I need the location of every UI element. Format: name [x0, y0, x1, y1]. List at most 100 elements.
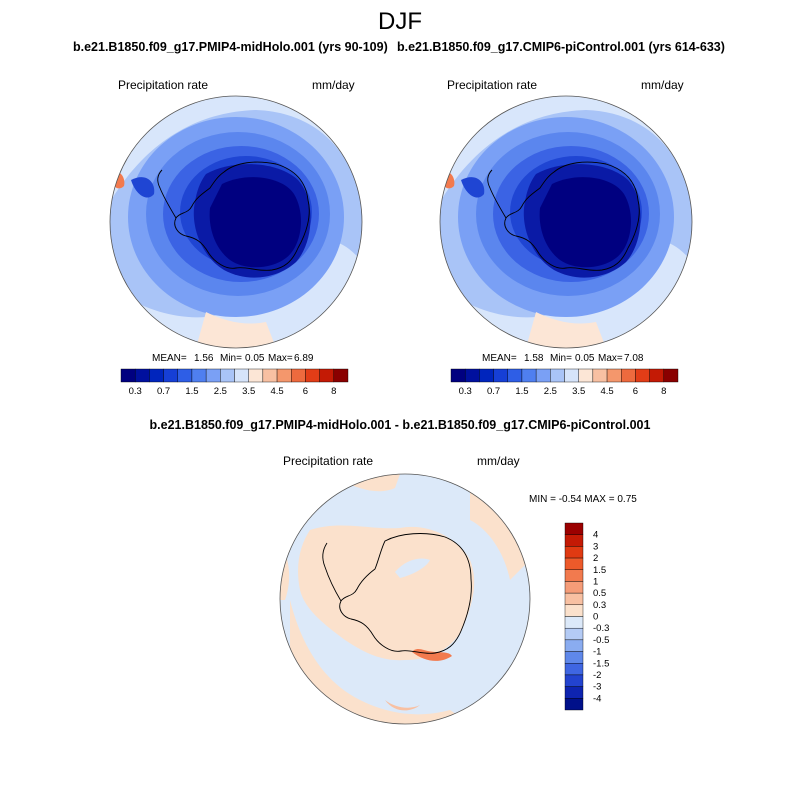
- colorbar-diff-swatch: [564, 663, 584, 676]
- colorbar-diff-tick-label: -0.5: [593, 635, 609, 646]
- panel-1-min: 0.05: [245, 353, 265, 364]
- colorbar-diff-tick-label: 2: [593, 553, 598, 564]
- panel-2-title: b.e21.B1850.f09_g17.CMIP6-piControl.001 …: [397, 40, 725, 54]
- colorbar-diff-swatch: [564, 569, 584, 582]
- panel-1-min-label: Min=: [220, 353, 242, 364]
- colorbar-1-tick-label: 4.5: [270, 386, 283, 397]
- panel-2-mean: 1.58: [524, 353, 544, 364]
- colorbar-2-swatch: [479, 368, 494, 383]
- colorbar-diff-tick-label: 0.3: [593, 600, 606, 611]
- colorbar-2-tick-label: 4.5: [600, 386, 613, 397]
- colorbar-diff-swatch: [564, 627, 584, 641]
- colorbar-2-tick-label: 3.5: [572, 386, 585, 397]
- colorbar-1-swatch: [248, 368, 264, 383]
- colorbar-diff-swatch: [564, 546, 584, 559]
- panel-1-units: mm/day: [312, 78, 355, 92]
- colorbar-1-swatch: [205, 368, 221, 383]
- panel-2-units: mm/day: [641, 78, 684, 92]
- colorbar-1-swatch: [120, 368, 136, 383]
- diff-units: mm/day: [477, 454, 520, 468]
- colorbar-1-swatch: [191, 368, 207, 383]
- colorbar-diff-swatch: [564, 616, 584, 629]
- colorbar-1-swatch: [234, 368, 249, 383]
- colorbar-2-swatch: [606, 368, 622, 383]
- map-panel-2: [440, 96, 692, 348]
- colorbar-2-swatch: [535, 368, 551, 383]
- diff-panel-title: b.e21.B1850.f09_g17.PMIP4-midHolo.001 - …: [149, 418, 651, 432]
- colorbar-diff-tick-label: -2: [593, 670, 601, 681]
- colorbar-diff-swatch: [564, 581, 584, 594]
- panel-2-max-label: Max=: [598, 353, 623, 364]
- panel-1-mean: 1.56: [194, 353, 214, 364]
- colorbar-diff-swatch: [564, 592, 584, 606]
- colorbar-2-tick-label: 0.7: [487, 386, 500, 397]
- colorbar-2-swatch: [592, 368, 608, 383]
- colorbar-2-tick-label: 0.3: [459, 386, 472, 397]
- panel-2-min-label: Min=: [550, 353, 572, 364]
- colorbar-2-swatch: [507, 368, 523, 383]
- colorbar-diff-tick-label: 1: [593, 576, 598, 587]
- colorbar-diff-tick-label: 1.5: [593, 565, 606, 576]
- panel-1-mean-label: MEAN=: [152, 353, 187, 364]
- colorbar-diff-swatch: [564, 686, 584, 699]
- colorbar-2-swatch: [663, 368, 679, 383]
- colorbar-1-tick-label: 3.5: [242, 386, 255, 397]
- colorbar-diff-tick-label: -4: [593, 693, 601, 704]
- colorbar-1-tick-label: 0.7: [157, 386, 170, 397]
- colorbar-1-swatch: [134, 368, 150, 383]
- colorbar-2-swatch: [649, 368, 665, 383]
- colorbar-diff-swatch: [564, 651, 584, 664]
- colorbar-diff-tick-label: -3: [593, 682, 601, 693]
- colorbar-2-swatch: [521, 368, 537, 383]
- colorbar-1-swatch: [177, 368, 193, 383]
- colorbar-1-swatch: [319, 368, 335, 383]
- colorbar-1-swatch: [291, 368, 306, 383]
- panel-1-max: 6.89: [294, 353, 314, 364]
- colorbar-1-tick-label: 0.3: [129, 386, 142, 397]
- colorbar-2-swatch: [621, 368, 636, 383]
- colorbar-diff-swatch: [564, 698, 584, 711]
- diff-minmax: MIN = -0.54 MAX = 0.75: [529, 494, 637, 505]
- colorbar-1-swatch: [163, 368, 178, 383]
- colorbar-2-swatch: [450, 368, 466, 383]
- colorbar-2-tick-label: 2.5: [544, 386, 557, 397]
- colorbar-panel-2: 0.3 0.7 1.5 2.5 3.5 4.5 6 8: [450, 368, 679, 397]
- colorbar-1-tick-label: 1.5: [185, 386, 198, 397]
- map-diff-border: [279, 473, 531, 725]
- colorbar-diff-tick-label: 0.5: [593, 588, 606, 599]
- colorbar-2-tick-label: 8: [661, 386, 666, 397]
- colorbar-1-swatch: [262, 368, 278, 383]
- colorbar-2-swatch: [493, 368, 508, 383]
- panel-2-min: 0.05: [575, 353, 595, 364]
- colorbar-panel-1: 0.3 0.7 1.5 2.5 3.5 4.5 6 8: [120, 368, 349, 397]
- colorbar-1-swatch: [149, 368, 164, 383]
- colorbar-1-tick-label: 2.5: [214, 386, 227, 397]
- panel-1-max-label: Max=: [268, 353, 293, 364]
- panel-1-variable: Precipitation rate: [118, 78, 209, 92]
- figure-title: DJF: [378, 8, 422, 35]
- map-panel-1: [110, 96, 362, 348]
- colorbar-diff-swatch: [564, 534, 584, 547]
- colorbar-diff-tick-label: 4: [593, 530, 598, 541]
- panel-2-mean-label: MEAN=: [482, 353, 517, 364]
- colorbar-diff-swatch: [564, 639, 584, 652]
- colorbar-1-swatch: [333, 368, 349, 383]
- colorbar-1-swatch: [305, 368, 320, 383]
- colorbar-diff-swatch: [564, 674, 584, 687]
- panel-2-variable: Precipitation rate: [447, 78, 538, 92]
- map-diff-panel: [280, 474, 530, 724]
- colorbar-diff-tick-label: -1: [593, 647, 601, 658]
- map-panel-1-border: [109, 95, 363, 349]
- colorbar-2-swatch: [578, 368, 594, 383]
- colorbar-2-swatch: [564, 368, 579, 383]
- map-panel-2-border: [439, 95, 693, 349]
- colorbar-diff-tick-label: -0.3: [593, 623, 609, 634]
- colorbar-2-tick-label: 6: [633, 386, 638, 397]
- colorbar-2-swatch: [635, 368, 650, 383]
- colorbar-1-swatch: [220, 368, 235, 383]
- colorbar-2-tick-label: 1.5: [515, 386, 528, 397]
- colorbar-diff-tick-label: 3: [593, 541, 598, 552]
- colorbar-diff-tick-label: -1.5: [593, 658, 609, 669]
